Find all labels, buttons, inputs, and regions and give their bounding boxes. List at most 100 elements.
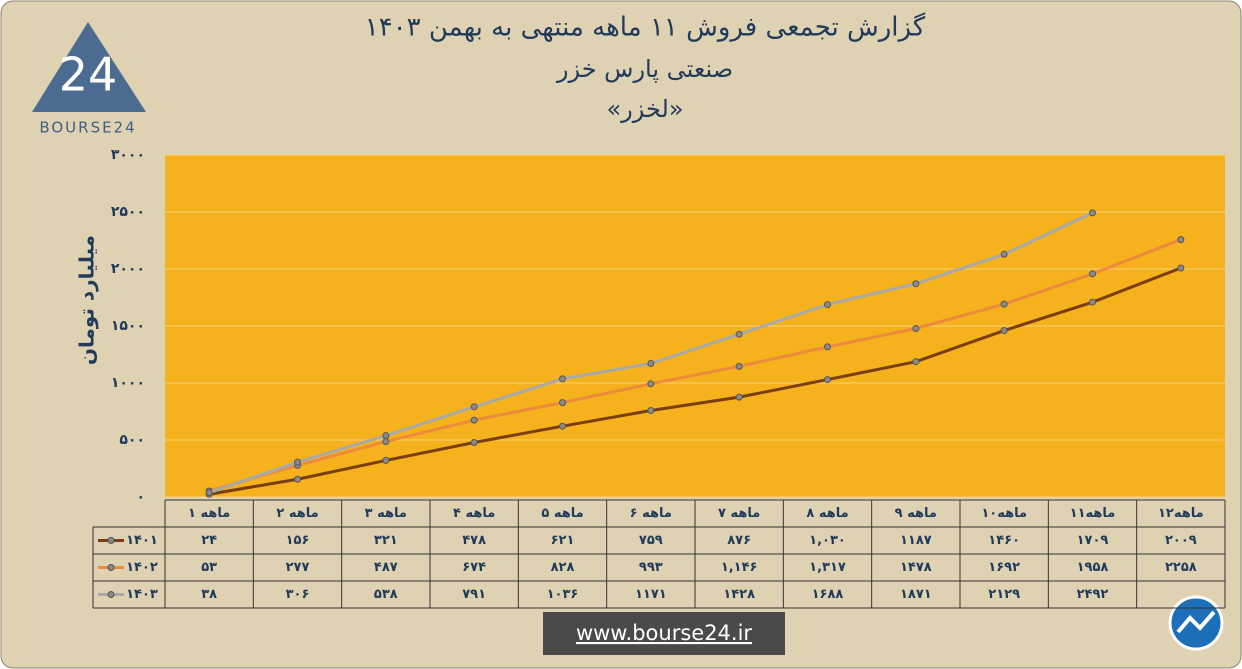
table-cell: ۲۰۰۹: [1165, 533, 1197, 548]
table-cell: ۶۲۱: [551, 533, 575, 548]
website-box: [543, 612, 785, 655]
x-tick-label: ۸ ماهه: [806, 506, 848, 521]
point: [1000, 327, 1008, 335]
chart-subtitle: صنعتی پارس خزر: [556, 55, 733, 83]
table-cell: ۲۴: [201, 533, 217, 548]
point: [470, 439, 478, 447]
table-cell: ۱۴۷۸: [900, 560, 932, 575]
table-cell: ۱۴۶۰: [988, 533, 1020, 548]
point: [1177, 236, 1185, 244]
legend-marker: [107, 564, 115, 571]
table-cell: ۱۱۸۷: [900, 533, 932, 548]
table-cell: ۱۰۳۶: [547, 587, 579, 602]
table-cell: ۷۹۱: [462, 587, 486, 602]
point: [735, 362, 743, 370]
y-tick-label: ۱۵۰۰: [111, 318, 145, 334]
table-cell: ۱۹۵۸: [1077, 560, 1109, 575]
point: [470, 416, 478, 424]
table-cell: ۲۲۵۸: [1165, 560, 1197, 575]
y-tick-label: ۰: [136, 489, 145, 505]
legend-label: ۱۴۰۳: [126, 587, 158, 602]
table-cell: ۱۸۷۱: [900, 587, 932, 602]
legend-marker: [107, 537, 115, 544]
table-cell: ۸۲۸: [551, 560, 575, 575]
point: [647, 406, 655, 414]
table-cell: ۷۵۹: [639, 533, 663, 548]
x-tick-label: ۴ ماهه: [453, 506, 495, 521]
x-tick-label: ۷ ماهه: [718, 506, 760, 521]
logo-triangle: [32, 22, 146, 112]
table-cell: ۲۱۲۹: [988, 587, 1020, 602]
x-tick-label: ۱۰ماهه: [981, 506, 1027, 521]
y-tick-label: ۲۵۰۰: [111, 204, 145, 220]
logo-text: BOURSE24: [39, 119, 136, 137]
x-tick-label: ۵ ماهه: [541, 506, 583, 521]
website: www.bourse24.ir: [576, 621, 752, 645]
point: [647, 380, 655, 388]
x-tick-label: ۱۲ماهه: [1158, 506, 1204, 521]
x-tick-label: ۹ ماهه: [895, 506, 937, 521]
table-cell: ۱۶۹۲: [988, 560, 1020, 575]
point: [824, 343, 831, 351]
table-cell: ۱,۳۱۷: [809, 560, 846, 575]
chart-title: گزارش تجمعی فروش ۱۱ ماهه منتهی به بهمن ۱…: [365, 12, 926, 43]
point: [824, 301, 831, 309]
table-cell: ۱۶۸۸: [812, 587, 844, 602]
point: [912, 358, 920, 366]
table-cell: ۹۹۳: [639, 560, 663, 575]
point: [1089, 298, 1096, 306]
point: [912, 280, 920, 288]
table-cell: ۲۷۷: [286, 560, 310, 575]
table-cell: ۳۲۱: [374, 533, 398, 548]
y-tick-label: ۳۰۰۰: [111, 147, 145, 163]
point: [912, 325, 920, 333]
legend-label: ۱۴۰۱: [126, 533, 158, 548]
x-tick-label: ۲ ماهه: [276, 506, 318, 521]
point: [294, 458, 301, 466]
table-cell: ۱۴۲۸: [723, 587, 755, 602]
point: [1000, 250, 1008, 258]
table-cell: ۵۳۸: [374, 587, 398, 602]
site-icon-arrow: [1176, 610, 1216, 634]
point: [1000, 300, 1008, 308]
point: [735, 393, 743, 401]
series-line: [208, 266, 1182, 496]
point: [294, 475, 301, 483]
table-cell: ۳۰۶: [286, 587, 310, 602]
point: [1177, 264, 1185, 272]
table-cell: ۱,۰۳۰: [809, 533, 846, 548]
point: [205, 489, 213, 497]
point: [735, 330, 743, 338]
point: [1089, 270, 1096, 278]
table-cell: ۱۷۰۹: [1077, 533, 1109, 548]
point: [559, 375, 566, 383]
x-tick-label: ۳ ماهه: [365, 506, 407, 521]
table-cell: ۸۷۶: [727, 533, 751, 548]
chart-subtitle: «لخزر»: [606, 95, 683, 123]
series-line: [208, 238, 1182, 493]
table-cell: ۲۴۹۲: [1077, 587, 1109, 602]
table-cell: ۳۸: [201, 587, 217, 602]
table-cell: ۶۷۴: [462, 560, 486, 575]
logo-number: 24: [59, 48, 118, 102]
point: [382, 437, 390, 445]
table-cell: ۵۳: [201, 560, 217, 575]
x-tick-label: ۱۱ماهه: [1070, 506, 1116, 521]
table-cell: ۱,۱۴۶: [721, 560, 758, 575]
table-cell: ۴۸۷: [374, 560, 398, 575]
point: [382, 456, 390, 464]
point: [647, 360, 655, 368]
point: [382, 432, 390, 440]
point: [824, 376, 831, 384]
table-cell: ۴۷۸: [462, 533, 486, 548]
point: [470, 403, 478, 411]
legend-marker: [107, 591, 115, 598]
legend-label: ۱۴۰۲: [126, 560, 158, 575]
x-tick-label: ۶ ماهه: [630, 506, 672, 521]
y-tick-label: ۲۰۰۰: [111, 261, 145, 277]
y-tick-label: ۱۰۰۰: [111, 375, 145, 391]
point: [559, 399, 566, 407]
y-tick-label: ۵۰۰: [119, 432, 145, 448]
